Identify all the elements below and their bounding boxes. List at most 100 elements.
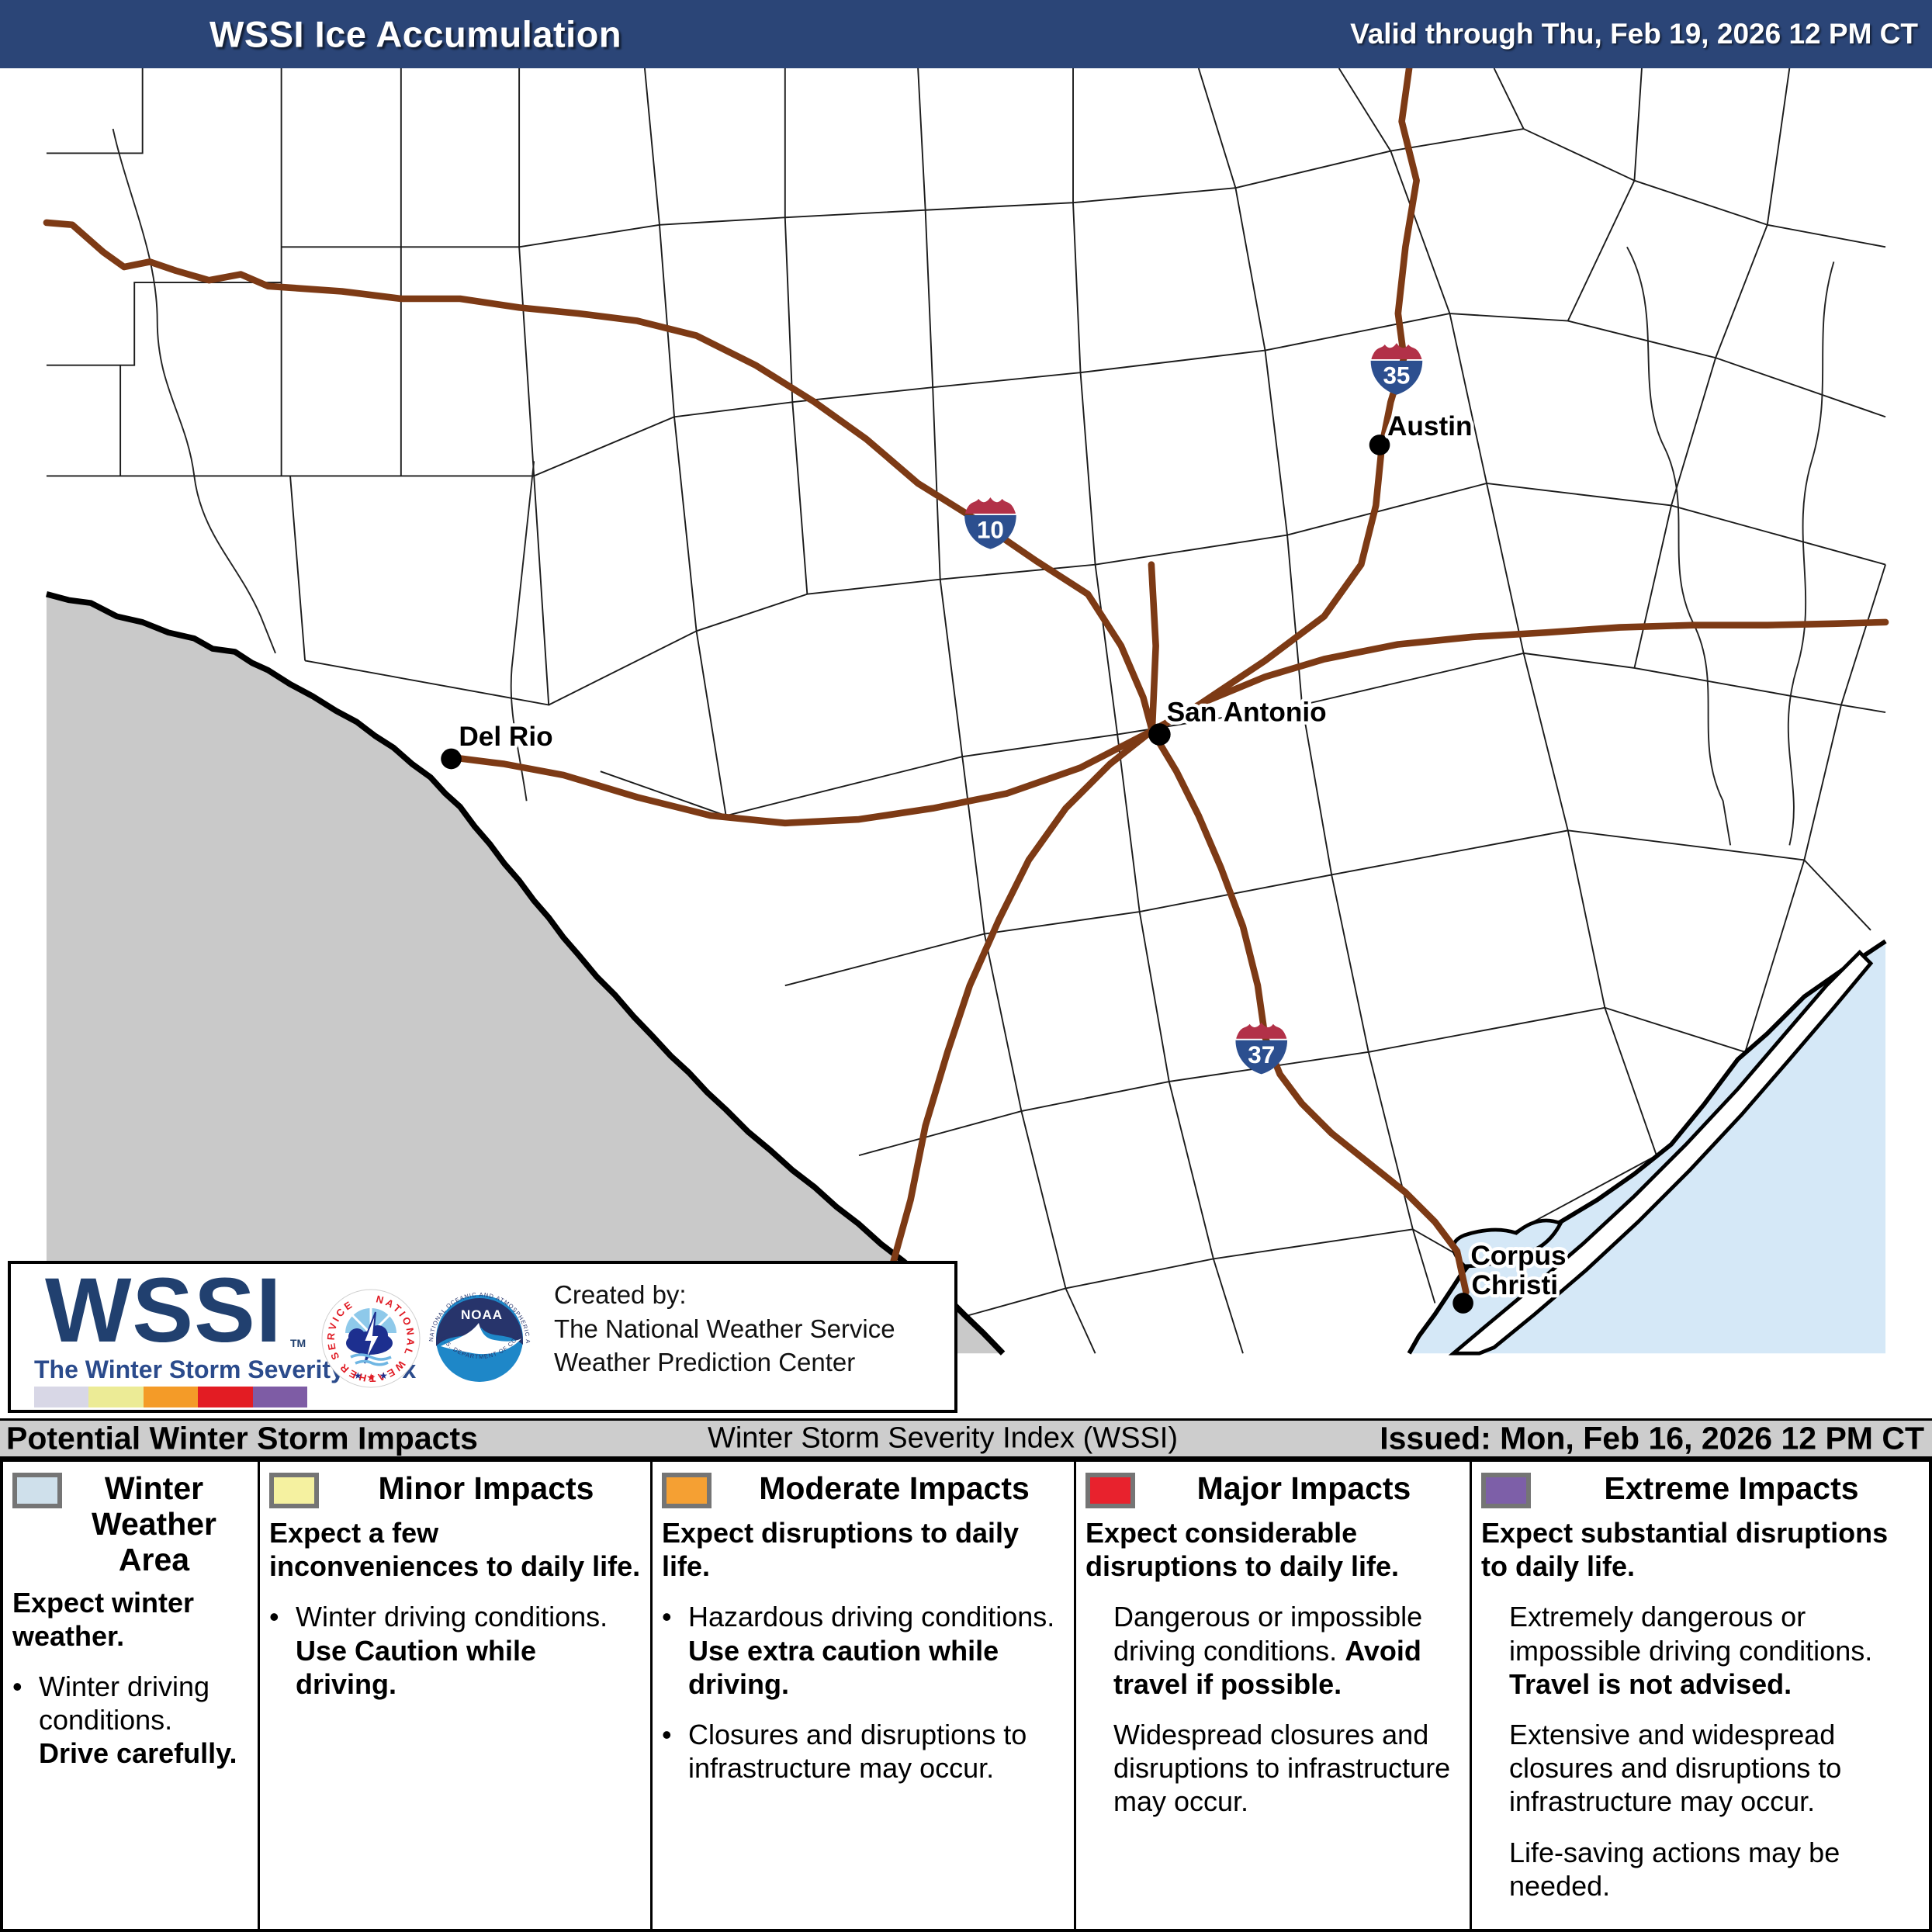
item-bold-text: Drive carefully.: [39, 1737, 237, 1770]
legend-lead: Expect a few inconveniences to daily lif…: [269, 1517, 641, 1583]
legend-item: • Closures and disruptions to infrastruc…: [662, 1718, 1065, 1785]
legend-winter-weather-area: Winter Weather Area Expect winter weathe…: [3, 1462, 258, 1929]
item-text: Extensive and widespread closures and di…: [1509, 1718, 1842, 1818]
highways: [43, 64, 1889, 1296]
item-text: Winter driving conditions.: [39, 1671, 210, 1736]
impacts-legend: Winter Weather Area Expect winter weathe…: [0, 1459, 1932, 1932]
attribution-box: WSSI TM The Winter Storm Severity Index …: [8, 1259, 957, 1413]
item-bold-text: Use Caution while driving.: [296, 1634, 537, 1700]
i10-number: 10: [977, 516, 1004, 543]
bullet-icon: •: [662, 1718, 672, 1750]
noaa-logo-icon: NOAA NATIONAL OCEANIC AND ATMOSPHERIC AD…: [428, 1291, 531, 1382]
legend-lead: Expect substantial disruptions to daily …: [1481, 1517, 1889, 1583]
item-bold-text: Travel is not advised.: [1509, 1667, 1792, 1700]
corpus-christi-dot: [1452, 1293, 1473, 1314]
minor-swatch: [269, 1473, 319, 1508]
item-text: Extremely dangerous or impossible drivin…: [1509, 1601, 1873, 1667]
extreme-swatch: [1481, 1473, 1531, 1508]
legend-lead: Expect considerable disruptions to daily…: [1085, 1517, 1400, 1583]
bullet-icon: •: [269, 1601, 279, 1633]
corpus-christi-bay: [1451, 1218, 1563, 1269]
svg-text:★: ★: [379, 1370, 388, 1381]
lightning-bolt-icon: [362, 1311, 381, 1364]
strip-minor: [88, 1387, 144, 1407]
strip-moderate: [143, 1387, 199, 1407]
legend-item: • Hazardous driving conditions. Use extr…: [662, 1600, 1065, 1701]
austin-dot: [1369, 435, 1390, 455]
moderate-swatch: [662, 1473, 712, 1508]
highway-i37: [1148, 727, 1470, 1296]
i35-number: 35: [1383, 362, 1410, 389]
svg-text:★: ★: [366, 1371, 376, 1383]
item-text: Life-saving actions may be needed.: [1509, 1836, 1840, 1902]
noaa-seagull-icon: [441, 1323, 521, 1355]
legend-lead: Expect winter weather.: [12, 1586, 195, 1652]
legend-title: Extreme Impacts: [1604, 1470, 1859, 1506]
legend-title: Moderate Impacts: [759, 1470, 1030, 1506]
i10-shield-icon: 10: [964, 497, 1016, 549]
created-by-line3: Weather Prediction Center: [554, 1348, 856, 1377]
item-bold-text: Avoid travel if possible.: [1113, 1634, 1421, 1700]
texas-wssi-map: 35 10 37 Austin San Antonio: [43, 64, 1889, 1356]
legend-moderate-impacts: Moderate Impacts Expect disruptions to d…: [650, 1462, 1074, 1929]
strip-extreme: [252, 1387, 308, 1407]
legend-title: Minor Impacts: [378, 1470, 594, 1506]
austin-label: Austin: [1387, 411, 1473, 441]
i37-number: 37: [1248, 1041, 1275, 1068]
i35-shield-icon: 35: [1370, 343, 1423, 395]
legend-extreme-impacts: Extreme Impacts Expect substantial disru…: [1470, 1462, 1929, 1929]
header-bar: WSSI Ice Accumulation Valid through Thu,…: [0, 0, 1932, 68]
legend-item: Life-saving actions may be needed.: [1481, 1836, 1920, 1903]
nws-logo-icon: NATIONAL WEATHER SERVICE ★ ★ ★: [321, 1289, 421, 1388]
strip-major: [198, 1387, 253, 1407]
legend-item: • Winter driving conditions. Use Caution…: [269, 1600, 641, 1701]
valid-through-text: Valid through Thu, Feb 19, 2026 12 PM CT: [1350, 18, 1918, 50]
barrier-island: [1448, 950, 1874, 1356]
san-antonio-label: San Antonio: [1167, 697, 1327, 727]
highway-i10-east: [1148, 618, 1889, 735]
highway-i35-south: [888, 727, 1156, 1270]
wssi-trademark: TM: [290, 1337, 306, 1349]
issued-bar: Potential Winter Storm Impacts Winter St…: [0, 1418, 1932, 1459]
item-text: Winter driving conditions.: [296, 1601, 608, 1633]
svg-text:★: ★: [354, 1370, 362, 1381]
legend-item: Dangerous or impossible driving conditio…: [1085, 1600, 1460, 1701]
item-text: Widespread closures and disruptions to i…: [1113, 1718, 1451, 1818]
wssi-bar-subtitle: Winter Storm Severity Index (WSSI): [707, 1421, 1179, 1455]
page-title: WSSI Ice Accumulation: [209, 13, 622, 55]
legend-minor-impacts: Minor Impacts Expect a few inconvenience…: [258, 1462, 650, 1929]
mexico-region: [46, 594, 1003, 1354]
del-rio-dot: [441, 748, 462, 770]
legend-title: Major Impacts: [1196, 1470, 1411, 1506]
rivers: [112, 128, 1835, 846]
legend-item: Extensive and widespread closures and di…: [1481, 1718, 1920, 1819]
impacts-bar-title: Potential Winter Storm Impacts: [6, 1420, 478, 1456]
major-swatch: [1085, 1473, 1135, 1508]
item-text: Dangerous or impossible driving conditio…: [1113, 1601, 1423, 1667]
map-area: 35 10 37 Austin San Antonio: [0, 64, 1932, 1418]
item-text: Closures and disruptions to infrastructu…: [688, 1718, 1027, 1785]
strip-winter-weather: [34, 1387, 89, 1407]
created-by-line1: Created by:: [554, 1280, 687, 1309]
highway-i10-west: [43, 219, 1156, 735]
highway-us90-west: [453, 727, 1156, 827]
del-rio-label: Del Rio: [459, 722, 552, 752]
noaa-wordmark: NOAA: [461, 1307, 503, 1322]
interstate-shields: 35 10 37: [964, 343, 1423, 1075]
highway-i35-north: [1148, 64, 1420, 735]
created-by-line2: The National Weather Service: [554, 1314, 895, 1343]
legend-lead: Expect disruptions to daily life.: [662, 1517, 1020, 1583]
city-markers: Austin San Antonio Del Rio Corpus Christ…: [441, 408, 1570, 1314]
item-bold-text: Use extra caution while driving.: [688, 1634, 999, 1700]
san-antonio-dot: [1148, 723, 1171, 746]
legend-major-impacts: Major Impacts Expect considerable disrup…: [1074, 1462, 1470, 1929]
bullet-icon: •: [662, 1601, 672, 1633]
item-text: Hazardous driving conditions.: [688, 1601, 1055, 1633]
legend-item: Extremely dangerous or impossible drivin…: [1481, 1600, 1920, 1701]
wssi-severity-strip: [34, 1387, 308, 1407]
wssi-logo-text: WSSI: [45, 1259, 282, 1362]
legend-title: Winter Weather Area: [91, 1470, 217, 1577]
wssi-logo: WSSI TM The Winter Storm Severity Index: [34, 1259, 416, 1410]
legend-item: Widespread closures and disruptions to i…: [1085, 1718, 1460, 1819]
